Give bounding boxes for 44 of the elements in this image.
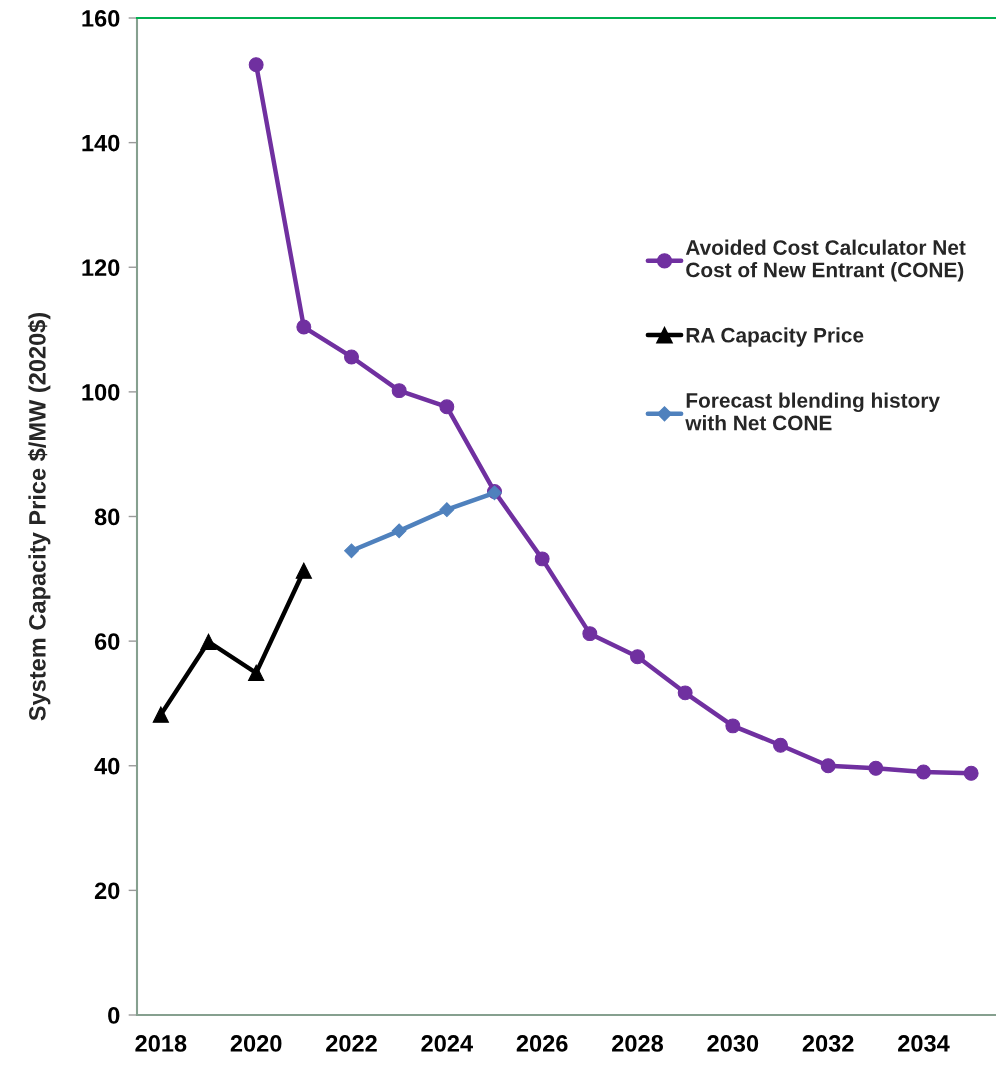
x-tick-label: 2020 (230, 1035, 282, 1052)
legend-label: Avoided Cost Calculator Net Cost of New Entrant (CONE) (685, 239, 966, 282)
point (439, 502, 455, 518)
point (820, 758, 836, 774)
point (344, 349, 359, 365)
point (582, 626, 598, 642)
point (296, 319, 312, 335)
y-tick-label: 120 (82, 259, 120, 277)
x-tick-label: 2028 (612, 1035, 664, 1052)
point (391, 523, 407, 539)
point (534, 551, 550, 567)
point (152, 706, 169, 723)
y-tick-label: 160 (82, 10, 120, 27)
point (200, 633, 217, 650)
y-tick-label: 20 (94, 882, 120, 900)
point (439, 399, 455, 415)
legend-label: Forecast blending history with Net CONE (685, 392, 940, 431)
point (248, 664, 265, 682)
y-axis-title: System Capacity Price $/MW (2020$) (27, 312, 51, 721)
point (391, 383, 407, 399)
point (725, 718, 741, 734)
x-tick-label: 2032 (802, 1035, 854, 1052)
x-tick-label: 2022 (326, 1035, 377, 1052)
legend-label: RA Capacity Price (686, 327, 864, 347)
point (295, 562, 312, 579)
point (916, 764, 931, 780)
point (773, 737, 788, 753)
x-tick-label: 2018 (135, 1035, 187, 1052)
y-tick-label: 140 (82, 134, 120, 152)
point (248, 57, 264, 73)
point (963, 765, 979, 781)
point (630, 649, 645, 665)
x-tick-label: 2024 (421, 1035, 473, 1052)
point (344, 543, 359, 559)
y-tick-label: 80 (94, 508, 120, 526)
point (677, 685, 693, 701)
y-tick-label: 100 (82, 383, 120, 401)
y-tick-label: 60 (94, 633, 120, 650)
point (868, 760, 884, 776)
x-tick-label: 2030 (707, 1035, 759, 1052)
y-tick-label: 0 (108, 1007, 120, 1024)
y-tick-label: 40 (94, 757, 120, 775)
x-tick-label: 2034 (898, 1035, 950, 1052)
x-tick-label: 2026 (516, 1035, 568, 1052)
